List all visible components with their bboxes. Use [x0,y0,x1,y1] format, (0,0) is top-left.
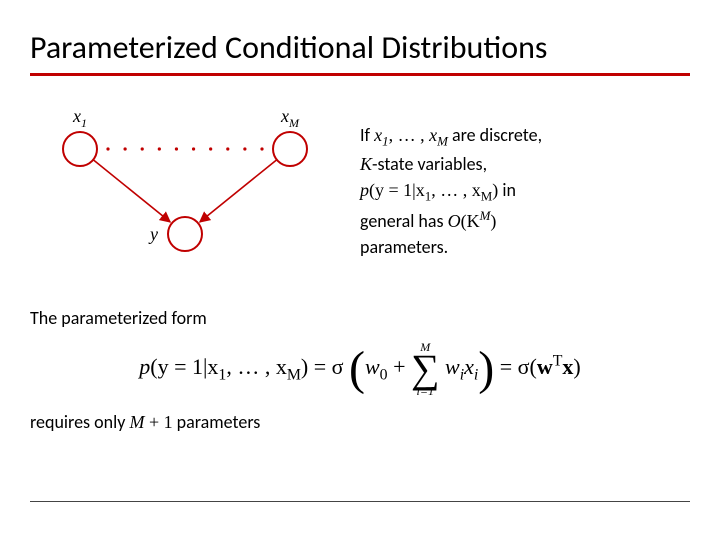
title-underline [30,73,690,76]
summation-icon: M∑i=1 [411,341,440,397]
txt-discrete: are discrete, [448,124,542,146]
edge [200,160,277,222]
formula: p(y = 1|x1, … , xM) = σ (w0 + M∑i=1 wixi… [30,341,690,397]
ellipsis-dot [209,147,212,150]
KM: (KM) [461,211,497,231]
txt-state: -state variables, [372,153,487,175]
ellipsis-dot [175,147,178,150]
ellipsis-dot [158,147,161,150]
txt-if: If [360,124,374,146]
node-y [168,217,202,251]
var-x1: x1 [374,125,388,145]
txt-params: parameters. [360,236,448,258]
vars-sep: , … , [389,125,430,145]
node-xM [273,132,307,166]
edge [93,160,170,222]
label-y: y [148,224,158,244]
page-title: Parameterized Conditional Distributions [30,28,690,67]
lparen-icon: ( [349,352,365,386]
ellipsis-dot [106,147,109,150]
ellipsis-dot [192,147,195,150]
txt-general: general has [360,210,448,232]
bottom-rule [30,501,690,502]
ellipsis-dot [226,147,229,150]
ellipsis-dot [243,147,246,150]
label-xM: xM [280,106,300,130]
rparen-icon: ) [478,352,494,386]
var-K: K [360,154,372,174]
mid-line: The parameterized form [30,307,690,329]
node-x1 [63,132,97,166]
txt-in: in [498,179,516,201]
content-row: x1xMy If x1, … , xM are discrete, K-stat… [30,94,690,279]
bottom-line: requires only M + 1 parameters [30,411,690,433]
ellipsis-dot [260,147,263,150]
var-xM: xM [429,125,448,145]
graph-diagram: x1 xM y [30,94,340,279]
label-x1: x1 [72,106,87,130]
prob-expr: p(y = 1|x1, … , xM) [360,180,498,200]
explanation-text: If x1, … , xM are discrete, K-state vari… [360,94,690,260]
ellipsis-dot [124,147,127,150]
diagram-svg: x1 xM y [30,94,340,274]
slide: Parameterized Conditional Distributions … [0,0,720,540]
ellipsis-dot [141,147,144,150]
big-O: O [448,211,461,231]
